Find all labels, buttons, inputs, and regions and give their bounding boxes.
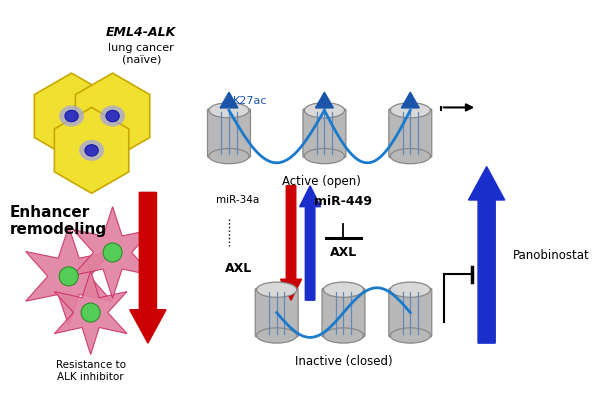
Ellipse shape bbox=[323, 282, 364, 297]
FancyArrow shape bbox=[299, 186, 320, 300]
Text: AXL: AXL bbox=[330, 246, 357, 259]
FancyBboxPatch shape bbox=[389, 288, 432, 337]
Text: miR-34a: miR-34a bbox=[216, 195, 260, 205]
Ellipse shape bbox=[209, 103, 249, 118]
FancyBboxPatch shape bbox=[303, 109, 346, 158]
Ellipse shape bbox=[304, 103, 344, 118]
Ellipse shape bbox=[390, 148, 430, 164]
Ellipse shape bbox=[59, 267, 78, 286]
Text: Active (open): Active (open) bbox=[282, 175, 361, 188]
Ellipse shape bbox=[100, 106, 125, 126]
Polygon shape bbox=[220, 92, 238, 108]
Text: K27ac: K27ac bbox=[233, 96, 268, 106]
Polygon shape bbox=[316, 92, 334, 108]
Ellipse shape bbox=[304, 148, 344, 164]
Ellipse shape bbox=[323, 328, 364, 343]
Ellipse shape bbox=[390, 282, 430, 297]
Polygon shape bbox=[76, 73, 150, 159]
Polygon shape bbox=[401, 92, 419, 108]
Ellipse shape bbox=[106, 110, 119, 122]
Polygon shape bbox=[26, 227, 112, 326]
FancyArrow shape bbox=[281, 186, 302, 300]
Text: Resistance to
ALK inhibitor: Resistance to ALK inhibitor bbox=[56, 360, 125, 382]
Text: lung cancer
(naïve): lung cancer (naïve) bbox=[109, 42, 174, 64]
FancyArrow shape bbox=[469, 167, 505, 343]
Ellipse shape bbox=[103, 243, 122, 262]
Ellipse shape bbox=[390, 328, 430, 343]
Text: miR-449: miR-449 bbox=[314, 195, 373, 208]
Text: AXL: AXL bbox=[225, 262, 252, 275]
FancyBboxPatch shape bbox=[389, 109, 432, 158]
Ellipse shape bbox=[257, 328, 297, 343]
Ellipse shape bbox=[59, 106, 84, 126]
FancyBboxPatch shape bbox=[322, 288, 365, 337]
FancyBboxPatch shape bbox=[255, 288, 298, 337]
Ellipse shape bbox=[257, 282, 297, 297]
Ellipse shape bbox=[390, 103, 430, 118]
Text: EML4-ALK: EML4-ALK bbox=[106, 26, 176, 39]
Polygon shape bbox=[54, 271, 127, 354]
FancyBboxPatch shape bbox=[208, 109, 250, 158]
Polygon shape bbox=[55, 108, 129, 193]
Ellipse shape bbox=[85, 145, 98, 156]
Polygon shape bbox=[34, 73, 109, 159]
Ellipse shape bbox=[209, 148, 249, 164]
Text: Inactive (closed): Inactive (closed) bbox=[295, 354, 392, 368]
Ellipse shape bbox=[65, 110, 78, 122]
Ellipse shape bbox=[79, 140, 104, 161]
Ellipse shape bbox=[81, 303, 100, 322]
FancyArrow shape bbox=[130, 192, 166, 343]
Text: Panobinostat: Panobinostat bbox=[514, 249, 590, 262]
Text: Enhancer
remodeling: Enhancer remodeling bbox=[10, 205, 107, 237]
Polygon shape bbox=[73, 207, 152, 298]
